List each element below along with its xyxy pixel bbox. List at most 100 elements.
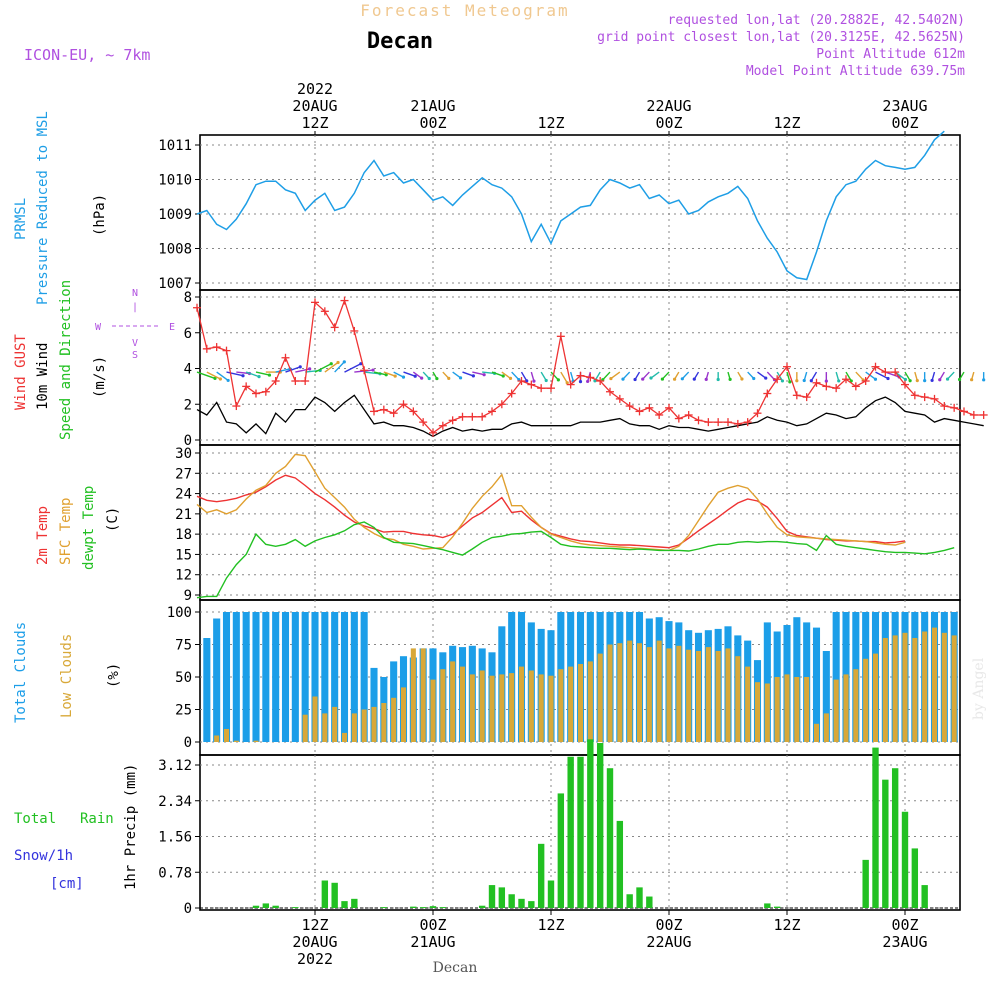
footer-location: Decan xyxy=(433,960,478,976)
low-cloud-bar xyxy=(735,656,741,742)
pressure-ytick-label: 1010 xyxy=(158,173,192,189)
low-cloud-bar xyxy=(804,677,810,742)
wind-dir-arrow-head xyxy=(298,365,302,369)
low-cloud-bar xyxy=(922,631,928,742)
total-clouds-label: Total Clouds xyxy=(13,622,29,723)
wind-dir-arrow-head xyxy=(780,379,785,383)
wind-ytick-label: 2 xyxy=(184,397,192,413)
low-cloud-bar xyxy=(863,658,869,742)
wind-dir-arrow-head xyxy=(532,379,536,383)
low-cloud-bar xyxy=(646,647,652,742)
wind-dir-arrow-head xyxy=(435,376,439,381)
wind-dir-arrow-head xyxy=(413,374,417,378)
low-clouds-label: Low Clouds xyxy=(59,634,75,718)
total-cloud-bar xyxy=(232,612,240,742)
low-cloud-bar xyxy=(410,648,416,742)
wind-dir-arrow xyxy=(324,361,339,373)
total-cloud-bar xyxy=(832,612,840,742)
wind-dir-arrow xyxy=(501,371,511,379)
wind-ytick-label: 0 xyxy=(184,433,192,449)
rain-bar xyxy=(331,882,338,908)
wind-panel: 0 2 4 6 8 xyxy=(184,289,988,449)
wind-dir-arrow xyxy=(845,371,852,382)
wind-dir-arrow xyxy=(642,371,650,380)
wind-dir-arrow-head xyxy=(371,368,375,372)
clouds-ytick-label: 75 xyxy=(175,638,192,654)
temp-sfc-line xyxy=(196,453,906,552)
low-cloud-bar xyxy=(656,640,662,742)
temperature-ytick-label: 27 xyxy=(175,466,192,482)
total-cloud-bar xyxy=(281,612,290,742)
low-cloud-bar xyxy=(351,713,357,742)
low-cloud-bar xyxy=(233,740,239,742)
wind-dir-arrow-head xyxy=(704,377,708,381)
wind-dir-arrow-head xyxy=(752,376,756,381)
wind-dir-arrow-head xyxy=(970,378,974,382)
wind-compass: N | W E V S xyxy=(95,288,175,361)
wind-dir-arrow-head xyxy=(342,360,346,364)
bottom-tick-label: 2022 xyxy=(297,950,333,968)
wind-dir-arrow xyxy=(766,371,775,381)
temperature-panel: 9 12 15 18 21 24 27 30 xyxy=(175,444,961,604)
total-cloud-bar xyxy=(763,622,771,742)
wind-dir-arrow-head xyxy=(716,377,720,382)
low-cloud-bar xyxy=(843,674,849,742)
wind-dir-arrow-head xyxy=(482,373,486,377)
bottom-tick-label: 23AUG xyxy=(882,933,927,951)
top-tick-label: 00Z xyxy=(419,114,446,132)
wind-dir-arrow xyxy=(462,371,474,377)
wind-dir-arrow xyxy=(196,371,216,380)
low-cloud-bar xyxy=(499,674,505,742)
low-cloud-bar xyxy=(459,666,466,742)
bottom-tick-label: 00Z xyxy=(419,916,446,934)
wind-dir-arrow xyxy=(520,371,528,382)
total-cloud-bar xyxy=(222,612,231,742)
wind-dir-arrow-head xyxy=(930,378,934,383)
total-cloud-bar xyxy=(822,651,830,742)
wind-dir-arrow-head xyxy=(525,379,529,383)
bottom-tick-label: 22AUG xyxy=(646,933,691,951)
low-cloud-bar xyxy=(607,644,613,742)
precip-total-label: Total xyxy=(14,811,56,827)
compass-arrow-n: | xyxy=(132,302,138,313)
total-cloud-bar xyxy=(272,612,280,742)
wind-dir-arrow xyxy=(610,371,621,380)
wind-dir-arrow-head xyxy=(795,379,799,383)
wind-dir-arrow-head xyxy=(621,377,625,381)
wind-dir-arrow xyxy=(947,371,955,380)
wind-dir-arrow-head xyxy=(788,380,792,384)
wind-dir-label: Speed and Direction xyxy=(58,280,74,440)
wind-dir-arrow-head xyxy=(384,373,388,377)
rain-bar xyxy=(862,859,869,908)
location-title: Decan xyxy=(367,29,433,54)
wind-dir-arrow-head xyxy=(740,377,744,381)
rain-bar xyxy=(587,739,594,908)
low-cloud-bar xyxy=(931,627,938,742)
rain-bar xyxy=(252,905,260,908)
wind-dir-arrow-head xyxy=(908,379,912,383)
top-tick-label: 21AUG xyxy=(410,97,455,115)
clouds-ytick-label: 50 xyxy=(175,670,192,686)
top-tick-label: 12Z xyxy=(301,114,328,132)
wind-dir-arrow-head xyxy=(692,377,696,381)
watermark: by Angel xyxy=(971,657,987,720)
low-cloud-bar xyxy=(823,713,829,742)
top-tick-label: 12Z xyxy=(537,114,564,132)
requested-coords: requested lon,lat (20.2882E, 42.5402N) xyxy=(668,13,965,28)
wind-dir-arrow-head xyxy=(471,374,475,378)
product-title: Forecast Meteogram xyxy=(360,1,569,20)
low-cloud-bar xyxy=(597,653,603,742)
wind-dir-arrow xyxy=(540,371,547,381)
pressure-label-prmsl: PRMSL xyxy=(13,198,29,240)
low-cloud-bar xyxy=(420,648,426,742)
wind-dir-arrow xyxy=(482,371,495,375)
temp-unit: (C) xyxy=(105,507,121,532)
wind-dir-arrow-head xyxy=(501,374,505,378)
rain-bar xyxy=(380,907,388,909)
wind-dir-arrow-head xyxy=(241,374,245,378)
bottom-tick-label: 00Z xyxy=(891,916,918,934)
low-cloud-bar xyxy=(568,666,574,742)
top-tick-label: 20AUG xyxy=(292,97,337,115)
total-cloud-bar xyxy=(203,638,211,742)
